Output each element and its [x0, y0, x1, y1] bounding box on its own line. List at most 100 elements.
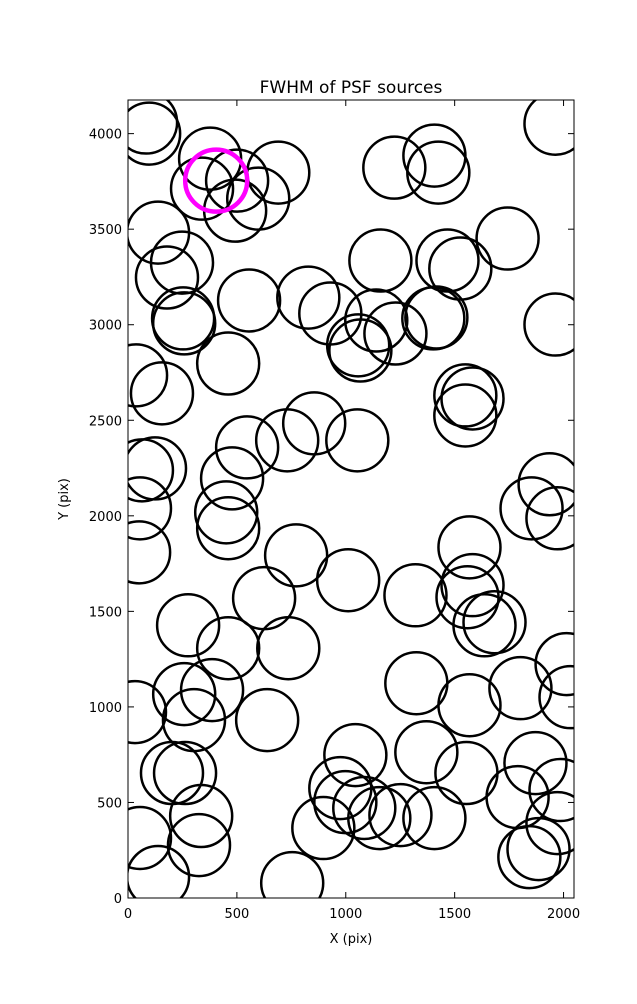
y-tick-label: 1000: [89, 701, 122, 716]
x-tick-label: 500: [224, 907, 249, 922]
source-circle: [281, 391, 347, 456]
source-circle: [402, 785, 467, 851]
y-tick-label: 0: [114, 892, 122, 907]
source-circle: [406, 140, 471, 205]
source-circle: [368, 782, 433, 848]
source-circle: [440, 366, 505, 431]
x-axis-label: X (pix): [330, 932, 373, 947]
source-circle: [440, 552, 505, 618]
source-circle: [315, 547, 381, 613]
source-circle: [263, 523, 329, 588]
source-circle: [437, 515, 502, 580]
source-circle: [462, 590, 527, 655]
y-tick-label: 1500: [89, 605, 122, 620]
source-circle: [195, 495, 261, 561]
source-circle: [151, 291, 217, 356]
source-circle: [225, 166, 291, 231]
source-circle: [276, 265, 341, 330]
source-circle: [128, 476, 173, 541]
source-circle: [129, 361, 195, 426]
chart-title: FWHM of PSF sources: [260, 78, 443, 98]
source-circle: [246, 140, 311, 205]
x-tick-label: 1000: [329, 907, 362, 922]
source-circle: [383, 563, 448, 628]
source-circle: [363, 301, 428, 366]
y-tick-label: 3500: [89, 223, 122, 238]
source-circle: [152, 740, 218, 806]
source-circle: [452, 593, 517, 658]
source-circle: [325, 313, 391, 378]
source-circle: [216, 268, 282, 333]
source-circle: [169, 156, 235, 221]
source-circle: [525, 790, 574, 856]
source-circle: [151, 661, 217, 727]
source-circle: [168, 783, 234, 849]
highlight-circle: [182, 147, 250, 214]
source-circle: [488, 655, 553, 721]
source-circle: [139, 740, 205, 806]
source-circle: [437, 672, 502, 738]
source-circle: [214, 415, 280, 480]
source-circle: [499, 476, 564, 541]
source-circle: [523, 292, 574, 357]
source-circle: [323, 722, 388, 788]
source-circle: [523, 100, 574, 156]
source-circle: [291, 795, 356, 861]
y-tick-label: 4000: [89, 128, 122, 143]
source-circle: [166, 812, 232, 878]
source-circle: [328, 318, 393, 383]
source-circle: [401, 286, 466, 351]
source-circle: [344, 288, 409, 353]
source-circle: [259, 850, 325, 898]
x-tick-label: 0: [124, 907, 132, 922]
source-circle: [332, 775, 397, 841]
source-circle: [506, 816, 571, 882]
source-circle: [433, 383, 498, 448]
source-circle: [415, 228, 480, 293]
source-circle: [347, 785, 412, 851]
axes-frame: [127, 99, 575, 899]
source-circle: [234, 687, 300, 753]
source-circle: [325, 408, 390, 473]
source-circle: [475, 206, 540, 271]
y-tick-label: 2000: [89, 510, 122, 525]
source-circle: [179, 657, 245, 723]
y-axis-label: Y (pix): [57, 478, 72, 521]
source-circle: [150, 286, 216, 351]
plot-area: [128, 100, 574, 898]
source-circle: [528, 757, 574, 823]
y-tick-label: 3000: [89, 319, 122, 334]
source-circle: [394, 719, 459, 785]
source-circle: [193, 480, 259, 545]
source-circle: [433, 363, 498, 428]
source-circle: [434, 740, 499, 806]
source-circle: [128, 805, 173, 871]
source-circle: [155, 593, 221, 658]
source-circle: [128, 436, 188, 501]
source-circle: [128, 520, 172, 585]
y-tick-label: 500: [97, 796, 122, 811]
source-circle: [362, 135, 427, 200]
source-circle: [195, 615, 261, 681]
source-circle: [534, 631, 574, 697]
source-circle: [204, 148, 270, 213]
source-circle: [538, 664, 574, 730]
source-circle: [503, 730, 568, 796]
source-circle: [497, 824, 562, 890]
source-circle: [128, 100, 179, 155]
source-circle: [128, 679, 168, 745]
source-circle: [517, 452, 574, 517]
source-circle: [128, 101, 182, 166]
source-circle: [128, 343, 169, 408]
source-circle: [348, 228, 413, 293]
source-circle: [199, 446, 265, 511]
source-circle: [128, 844, 191, 898]
source-circle: [195, 331, 261, 396]
source-circle: [428, 236, 493, 301]
source-circle: [256, 615, 321, 681]
source-circle: [134, 245, 200, 310]
source-circle: [298, 281, 363, 346]
source-circle: [525, 486, 574, 551]
x-tick-label: 2000: [547, 907, 580, 922]
